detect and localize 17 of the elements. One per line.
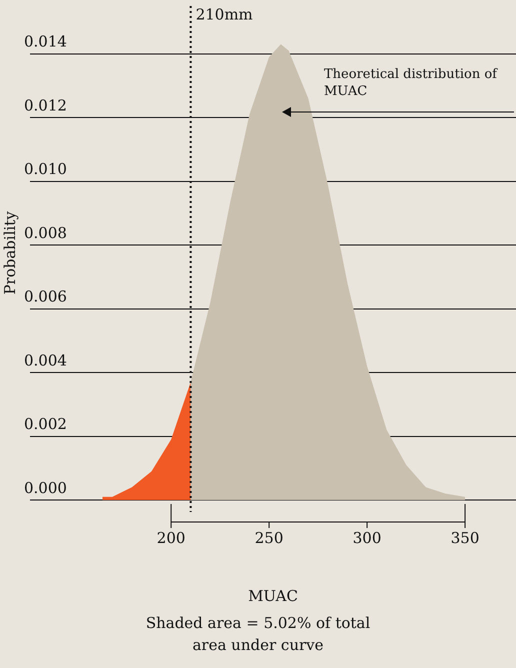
y-tick-label: 0.000 bbox=[24, 478, 67, 497]
x-axis-title: MUAC bbox=[248, 586, 298, 605]
y-tick-label: 0.004 bbox=[24, 351, 67, 370]
text: Shaded area = 5.02% of total area under curve bbox=[144, 613, 372, 656]
ref-line-label: 210mm bbox=[196, 5, 253, 24]
x-tick-label: 250 bbox=[254, 528, 284, 547]
y-axis-title: Probability bbox=[0, 210, 19, 295]
y-tick-label: 0.012 bbox=[24, 96, 67, 114]
y-tick-label: 0.014 bbox=[24, 32, 67, 51]
y-tick-label: 0.002 bbox=[24, 415, 67, 434]
x-tick-label: 350 bbox=[450, 528, 480, 547]
annotation: Theoretical distribution of MUAC bbox=[324, 66, 499, 100]
x-tick-label: 300 bbox=[352, 528, 382, 547]
x-tick-label: 200 bbox=[156, 528, 186, 547]
y-tick-label: 0.006 bbox=[24, 288, 67, 306]
y-tick-label: 0.008 bbox=[24, 224, 67, 242]
y-tick-label: 0.010 bbox=[24, 160, 67, 178]
